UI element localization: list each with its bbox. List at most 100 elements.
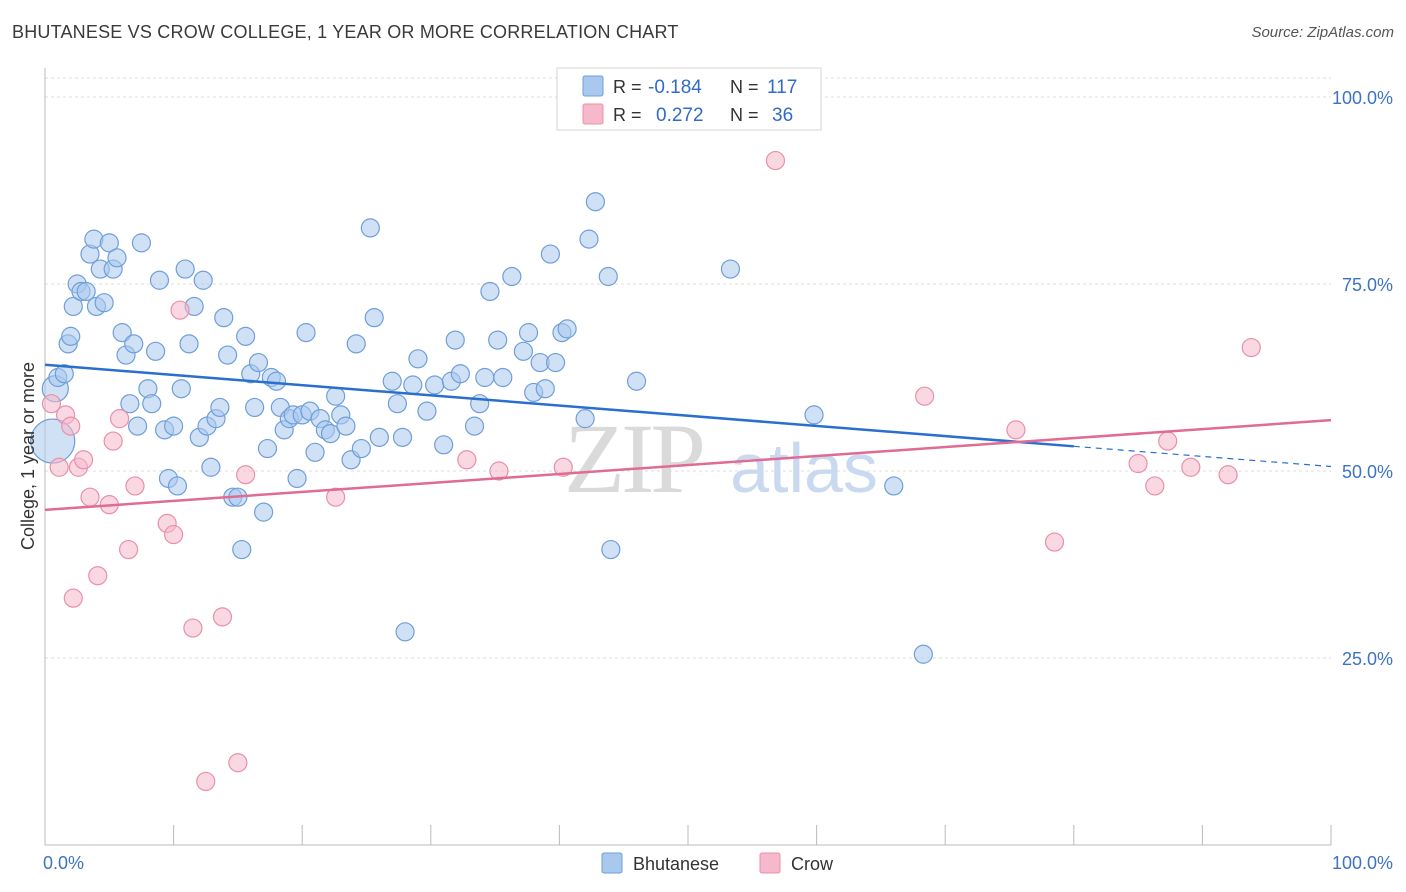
bhutanese-point — [417, 401, 437, 421]
bhutanese-point — [296, 323, 316, 343]
x-tick-label-max: 100.0% — [1332, 853, 1393, 873]
bhutanese-point — [540, 244, 560, 264]
crow-point — [228, 753, 248, 773]
bhutanese-point — [248, 352, 269, 373]
bhutanese-point — [266, 371, 287, 391]
bhutanese-point — [545, 352, 566, 373]
bhutanese-point — [387, 394, 407, 414]
bhutanese-point — [450, 364, 470, 384]
bhutanese-point — [232, 539, 252, 560]
crow-point — [73, 450, 94, 470]
bhutanese-point — [61, 326, 81, 346]
crow-point — [1145, 476, 1165, 496]
bhutanese-point — [579, 229, 599, 249]
bhutanese-point — [124, 334, 144, 354]
bhutanese-point — [346, 334, 366, 354]
crow-point — [1044, 532, 1065, 552]
crow-point — [1241, 337, 1261, 358]
crow-point — [80, 487, 100, 507]
bhutanese-point — [254, 502, 274, 522]
bhutanese-point — [245, 397, 265, 418]
bhutanese-point — [76, 281, 96, 302]
crow-point — [88, 566, 108, 586]
bhutanese-point — [107, 248, 127, 268]
stats-r-value-bhutanese: -0.184 — [648, 77, 702, 98]
bhutanese-point — [257, 438, 278, 459]
bhutanese-point — [326, 386, 346, 406]
stats-legend: R = -0.184 N = 117 R = 0.272 N = 36 — [556, 67, 822, 131]
bhutanese-point — [445, 330, 465, 350]
crow-point — [236, 465, 256, 485]
watermark-atlas: atlas — [730, 429, 878, 507]
tick-labels: 25.0% 50.0% 75.0% 100.0% 0.0% 100.0% — [43, 88, 1393, 873]
crow-point — [49, 457, 69, 477]
crow-point — [109, 409, 130, 429]
bhutanese-point — [336, 416, 356, 436]
bhutanese-point — [131, 233, 152, 253]
bhutanese-point — [171, 379, 191, 399]
bhutanese-point — [913, 644, 933, 664]
chart-title: BHUTANESE VS CROW COLLEGE, 1 YEAR OR MOR… — [12, 22, 679, 42]
bhutanese-point — [557, 319, 577, 339]
crow-point — [63, 588, 83, 608]
crow-point — [915, 386, 935, 406]
bhutanese-point — [488, 330, 508, 350]
bhutanese-point — [884, 476, 904, 496]
legend-label-bhutanese: Bhutanese — [633, 854, 719, 874]
crow-point — [1158, 431, 1178, 451]
bhutanese-point — [480, 281, 500, 302]
stats-swatch-bhutanese — [582, 75, 604, 97]
bhutanese-point — [218, 345, 238, 365]
crow-point — [326, 487, 346, 507]
bhutanese-point — [720, 259, 741, 279]
crow-point — [489, 461, 509, 481]
y-tick-label: 75.0% — [1342, 275, 1393, 295]
bhutanese-point — [403, 375, 423, 395]
bhutanese-point — [598, 266, 618, 287]
bhutanese-point — [475, 367, 495, 388]
crow-point — [1128, 453, 1148, 474]
bhutanese-point — [112, 323, 132, 343]
y-tick-label: 100.0% — [1332, 88, 1393, 108]
bhutanese-point — [513, 341, 533, 361]
bhutanese-point — [392, 427, 413, 447]
bhutanese-point — [626, 371, 647, 391]
crow-point — [212, 607, 233, 627]
legend-swatch-crow — [759, 852, 781, 874]
bhutanese-point — [201, 457, 221, 477]
bhutanese-point — [382, 371, 402, 391]
bhutanese-point — [535, 379, 555, 399]
bhutanese-point — [120, 394, 140, 414]
bhutanese-point — [408, 349, 428, 369]
bhutanese-point — [369, 427, 389, 447]
bhutanese-point — [145, 341, 166, 361]
bhutanese-point — [236, 326, 256, 346]
stats-n-label-crow: N = — [730, 105, 759, 125]
crow-point — [118, 539, 139, 560]
bhutanese-point — [360, 218, 380, 238]
bhutanese-point — [470, 394, 490, 414]
legend-swatch-bhutanese — [601, 852, 623, 874]
crow-point — [103, 431, 123, 451]
crow-point — [164, 524, 184, 545]
y-tick-label: 25.0% — [1342, 649, 1393, 669]
bhutanese-point — [575, 409, 595, 429]
crow-point — [170, 300, 190, 320]
crow-point — [41, 394, 62, 414]
bhutanese-point — [364, 308, 384, 328]
bhutanese-point — [167, 476, 188, 496]
bhutanese-point — [425, 375, 445, 395]
bhutanese-point — [164, 416, 184, 436]
bhutanese-point — [127, 416, 148, 436]
bhutanese-point — [320, 424, 341, 444]
bhutanese-point — [518, 323, 539, 343]
stats-swatch-crow — [582, 103, 604, 125]
y-axis-label: College, 1 year or more — [18, 362, 38, 550]
y-tick-label: 50.0% — [1342, 462, 1393, 482]
crow-point — [125, 476, 145, 496]
trend-lines — [44, 363, 1332, 512]
bhutanese-point — [601, 539, 621, 560]
stats-n-label-bhutanese: N = — [730, 77, 759, 97]
crow-point — [1006, 420, 1026, 440]
series-legend: Bhutanese Crow — [601, 852, 834, 874]
